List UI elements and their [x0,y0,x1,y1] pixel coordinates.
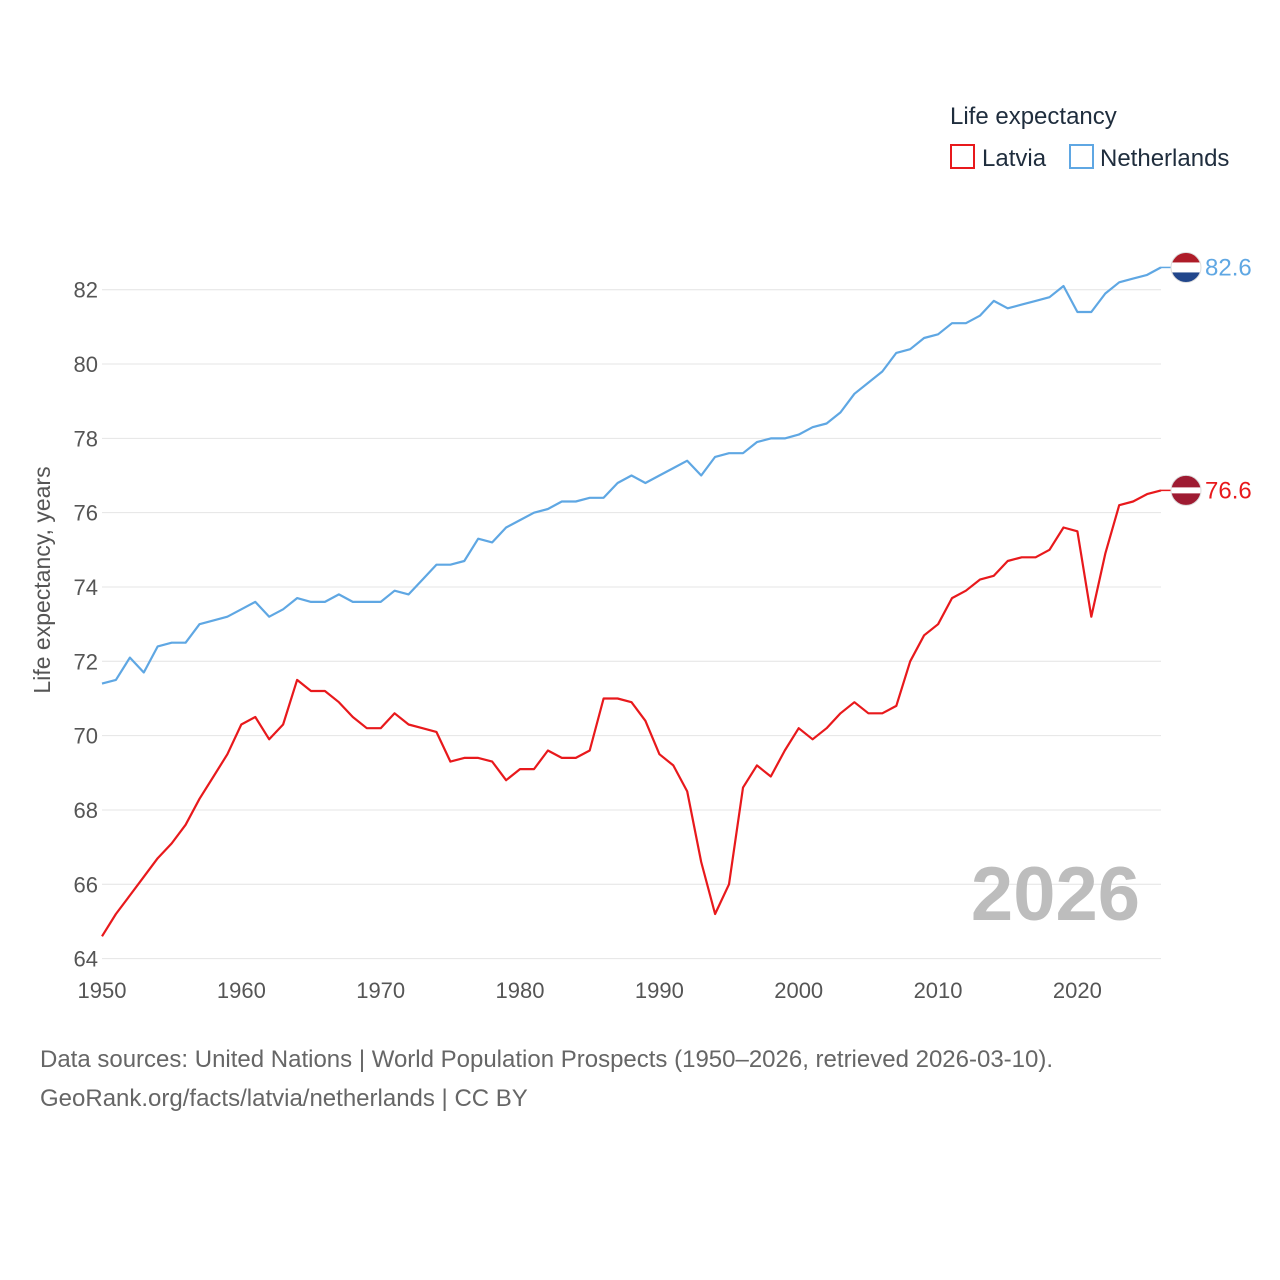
legend-item-latvia[interactable]: Latvia [950,144,1047,172]
x-tick-label: 2020 [1053,978,1102,1003]
netherlands-flag-icon [1170,251,1202,283]
legend-title: Life expectancy [950,103,1117,130]
x-tick-label: 1960 [217,978,266,1003]
legend-label-latvia: Latvia [982,145,1047,172]
y-axis-ticks: 64 66 68 70 72 74 76 78 80 82 [74,278,98,972]
line-netherlands [101,266,1162,685]
flag-stripe [1171,272,1201,283]
legend-item-netherlands[interactable]: Netherlands [1069,144,1229,172]
y-tick-label: 72 [74,649,98,674]
y-tick-label: 66 [74,872,98,897]
y-tick-label: 82 [74,278,98,303]
y-tick-label: 68 [74,798,98,823]
y-tick-label: 80 [74,352,98,377]
x-tick-label: 2010 [914,978,963,1003]
y-tick-label: 70 [74,724,98,749]
series-lines [101,266,1162,937]
legend-label-netherlands: Netherlands [1100,145,1229,172]
y-tick-label: 76 [74,501,98,526]
year-watermark: 2026 [971,852,1140,937]
latvia-flag-icon [1170,474,1202,506]
end-value-label-netherlands: 82.6 [1205,254,1252,281]
footer: Data sources: United Nations | World Pop… [40,1040,1053,1118]
y-tick-label: 74 [74,575,98,600]
flag-stripe [1171,262,1201,273]
grid [102,289,1161,960]
flag-stripe [1171,252,1201,263]
y-tick-label: 78 [74,426,98,451]
flag-border [1170,474,1202,506]
flag-stripe [1171,493,1201,506]
y-tick-label: 64 [74,947,98,972]
legend-swatch-netherlands [1069,144,1094,169]
y-axis-title: Life expectancy, years [29,466,55,693]
x-axis-ticks: 1950 1960 1970 1980 1990 2000 2010 2020 [78,978,1102,1003]
end-value-label-latvia: 76.6 [1205,477,1252,504]
flag-border [1170,251,1202,283]
x-tick-label: 2000 [774,978,823,1003]
flag-stripe [1171,487,1201,494]
end-markers: 76.6 82.6 [1161,251,1252,506]
x-tick-label: 1990 [635,978,684,1003]
line-latvia [101,489,1162,937]
life-expectancy-chart: 64 66 68 70 72 74 76 78 80 82 1950 1960 1970 1980 199… [29,103,1252,1003]
legend: Life expectancy Latvia Netherlands [950,103,1229,172]
flag-stripe [1171,475,1201,488]
x-tick-label: 1950 [78,978,127,1003]
x-tick-label: 1970 [356,978,405,1003]
x-tick-label: 1980 [496,978,545,1003]
data-sources-text: Data sources: United Nations | World Pop… [40,1046,1054,1073]
attribution-link[interactable]: GeoRank.org/facts/latvia/netherlands | C… [40,1085,528,1112]
legend-swatch-latvia [950,144,975,169]
